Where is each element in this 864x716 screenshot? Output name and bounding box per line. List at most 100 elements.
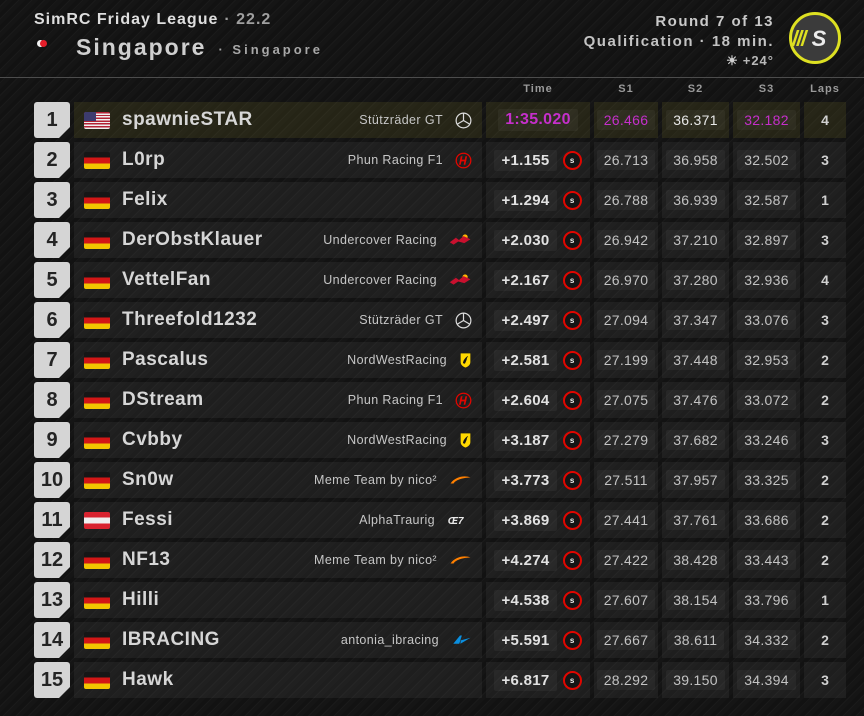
sector-s2-cell: 37.347: [662, 302, 729, 338]
sector-s2-cell: 36.958: [662, 142, 729, 178]
position-badge: 5: [34, 262, 70, 298]
driver-cell: Pascalus NordWestRacing: [74, 342, 482, 378]
team-name: Meme Team by nico²: [314, 553, 437, 567]
gap-time: +5.591: [494, 629, 557, 651]
sector-s3-value: 33.246: [737, 430, 796, 450]
soft-tire-icon: S: [562, 670, 582, 690]
league-version: · 22.2: [224, 11, 272, 28]
sector-s1-value: 27.667: [596, 630, 656, 650]
soft-tire-icon: S: [562, 510, 582, 530]
gap-time: +2.497: [494, 309, 557, 331]
driver-name: DStream: [122, 389, 204, 410]
laps-value: 3: [821, 672, 829, 688]
haas-logo-icon: [455, 392, 472, 409]
country-flag-icon: [84, 151, 110, 169]
laps-cell: 1: [804, 182, 846, 218]
laps-cell: 4: [804, 262, 846, 298]
laps-cell: 3: [804, 302, 846, 338]
position-badge: 9: [34, 422, 70, 458]
time-cell: +1.155 S: [486, 142, 590, 178]
sector-s1-value: 27.075: [596, 390, 656, 410]
country-flag-icon: [84, 671, 110, 689]
sector-s1-value: 27.607: [596, 590, 656, 610]
laps-cell: 3: [804, 662, 846, 698]
driver-cell: Threefold1232 Stützräder GT: [74, 302, 482, 338]
ferrari-logo-icon: [459, 432, 472, 449]
table-row[interactable]: 8 DStream Phun Racing F1 +2.604 S 27.075 37.47…: [34, 382, 846, 418]
sector-s3-cell: 33.325: [733, 462, 800, 498]
team-name: Stützräder GT: [359, 113, 443, 127]
sector-s1-cell: 27.075: [594, 382, 658, 418]
table-row[interactable]: 2 L0rp Phun Racing F1 +1.155 S 26.713 36.958 32…: [34, 142, 846, 178]
sector-s3-value: 34.394: [737, 670, 796, 690]
temperature: +24°: [742, 53, 774, 68]
sector-s3-value: 32.502: [737, 150, 796, 170]
table-row[interactable]: 13 Hilli +4.538 S 27.607 38.154 33.796 1: [34, 582, 846, 618]
country-flag-icon: [84, 591, 110, 609]
table-row[interactable]: 14 IBRACING antonia_ibracing +5.591 S 27.667 3…: [34, 622, 846, 658]
table-row[interactable]: 3 Felix +1.294 S 26.788 36.939 32.587 1: [34, 182, 846, 218]
sector-s3-value: 34.332: [737, 630, 796, 650]
driver-cell: Hilli: [74, 582, 482, 618]
sector-s3-value: 33.072: [737, 390, 796, 410]
laps-value: 4: [821, 272, 829, 288]
sector-s1-cell: 26.713: [594, 142, 658, 178]
driver-name: IBRACING: [122, 629, 220, 650]
sector-s3-cell: 32.587: [733, 182, 800, 218]
sector-s3-cell: 33.072: [733, 382, 800, 418]
country-flag-icon: [84, 631, 110, 649]
soft-tire-icon: S: [562, 430, 582, 450]
time-cell: +2.604 S: [486, 382, 590, 418]
position-badge: 1: [34, 102, 70, 138]
team-name: AlphaTraurig: [359, 513, 435, 527]
sector-s3-cell: 34.394: [733, 662, 800, 698]
sector-s1-cell: 26.466: [594, 102, 658, 138]
column-header-s1: S1: [618, 83, 634, 95]
driver-name: L0rp: [122, 149, 166, 170]
sector-s3-cell: 32.897: [733, 222, 800, 258]
sector-s3-cell: 33.796: [733, 582, 800, 618]
time-cell: +2.581 S: [486, 342, 590, 378]
laps-cell: 3: [804, 222, 846, 258]
country-flag-icon: [84, 231, 110, 249]
sector-s1-value: 26.466: [596, 110, 656, 130]
gap-time: +2.604: [494, 389, 557, 411]
soft-tire-icon: S: [562, 470, 582, 490]
table-row[interactable]: 4 DerObstKlauer Undercover Racing +2.030 S 26…: [34, 222, 846, 258]
column-header-laps: Laps: [810, 83, 840, 95]
driver-name: Cvbby: [122, 429, 183, 450]
sector-s2-value: 37.210: [666, 230, 725, 250]
table-row[interactable]: 7 Pascalus NordWestRacing +2.581 S 27.199 37.4…: [34, 342, 846, 378]
sector-s1-cell: 27.607: [594, 582, 658, 618]
redbull-logo-icon: [449, 273, 472, 287]
soft-tire-icon: S: [562, 150, 582, 170]
table-row[interactable]: 6 Threefold1232 Stützräder GT +2.497 S 27.094…: [34, 302, 846, 338]
team-name: Stützräder GT: [359, 313, 443, 327]
gap-time: +1.155: [494, 149, 557, 171]
gap-time: +1.294: [494, 189, 557, 211]
soft-tire-icon: S: [562, 590, 582, 610]
sector-s1-value: 26.713: [596, 150, 656, 170]
country-flag-icon: [84, 551, 110, 569]
sector-s3-cell: 32.936: [733, 262, 800, 298]
country-flag-icon: [84, 271, 110, 289]
laps-value: 2: [821, 392, 829, 408]
table-row[interactable]: 9 Cvbby NordWestRacing +3.187 S 27.279 37.682 3…: [34, 422, 846, 458]
table-row[interactable]: 11 Fessi AlphaTraurig Œ7 +3.869 S 27.441 37.761…: [34, 502, 846, 538]
soft-tire-icon: S: [562, 310, 582, 330]
sector-s1-value: 27.094: [596, 310, 656, 330]
sector-s3-value: 33.076: [737, 310, 796, 330]
country-flag-icon: [84, 431, 110, 449]
driver-cell: Fessi AlphaTraurig Œ7: [74, 502, 482, 538]
gap-time: 1:35.020: [498, 109, 578, 131]
sector-s3-cell: 32.502: [733, 142, 800, 178]
sector-s3-value: 33.325: [737, 470, 796, 490]
gap-time: +2.581: [494, 349, 557, 371]
table-row[interactable]: 10 Sn0w Meme Team by nico² +3.773 S 27.511 37.…: [34, 462, 846, 498]
table-row[interactable]: 1 spawnieSTAR Stützräder GT 1:35.020 26.466 3…: [34, 102, 846, 138]
sector-s1-cell: 26.970: [594, 262, 658, 298]
table-row[interactable]: 15 Hawk +6.817 S 28.292 39.150 34.394 3: [34, 662, 846, 698]
driver-cell: Cvbby NordWestRacing: [74, 422, 482, 458]
table-row[interactable]: 5 VettelFan Undercover Racing +2.167 S 26.970…: [34, 262, 846, 298]
table-row[interactable]: 12 NF13 Meme Team by nico² +4.274 S 27.422 38.…: [34, 542, 846, 578]
